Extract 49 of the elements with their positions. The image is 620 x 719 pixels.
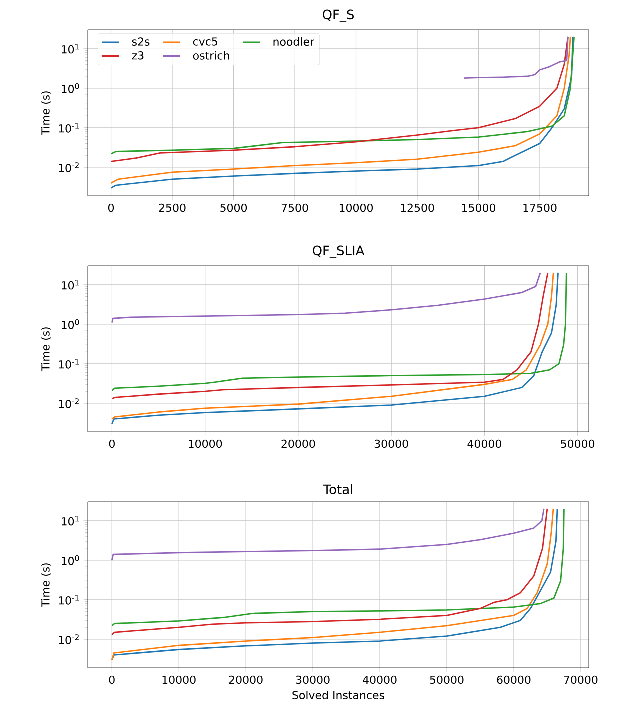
y-axis-title: Time (s) bbox=[41, 328, 52, 372]
x-tick-label: 50000 bbox=[561, 440, 595, 448]
y-axis-title: Time (s) bbox=[41, 92, 52, 136]
y-tick-label: 10$^{-2}$ bbox=[59, 398, 79, 408]
x-tick-label: 60000 bbox=[497, 676, 531, 684]
y-tick-label: 10$^{0}$ bbox=[62, 555, 80, 566]
x-tick-label: 10000 bbox=[162, 676, 196, 684]
y-tick-label: 10$^{1}$ bbox=[62, 44, 79, 54]
x-tick-label: 7500 bbox=[282, 204, 308, 212]
y-tick-label: 10$^{-2}$ bbox=[59, 162, 79, 172]
x-tick-label: 10000 bbox=[340, 204, 374, 212]
chart-title: QF_S bbox=[323, 10, 354, 22]
x-tick-label: 5000 bbox=[220, 204, 248, 212]
y-tick-label: 10$^{-1}$ bbox=[59, 359, 79, 369]
y-axis-title: Time (s) bbox=[41, 564, 52, 608]
x-tick-label: 2500 bbox=[159, 204, 186, 212]
x-tick-label: 12500 bbox=[401, 204, 434, 212]
y-tick-label: 10$^{-1}$ bbox=[59, 123, 79, 133]
y-tick-label: 10$^{1}$ bbox=[62, 280, 79, 290]
y-tick-label: 10$^{-2}$ bbox=[59, 634, 79, 644]
x-tick-label: 17500 bbox=[524, 204, 557, 212]
x-tick-label: 0 bbox=[108, 204, 114, 212]
legend-label: s2s bbox=[132, 38, 150, 46]
x-tick-label: 0 bbox=[109, 676, 115, 684]
x-tick-label: 20000 bbox=[282, 440, 316, 448]
x-tick-label: 0 bbox=[109, 440, 115, 448]
y-tick-label: 10$^{-1}$ bbox=[59, 595, 79, 605]
legend-label: cvc5 bbox=[193, 38, 218, 46]
line-series bbox=[111, 508, 545, 562]
chart-title: QF_SLIA bbox=[313, 246, 365, 258]
legend-label: noodler bbox=[274, 38, 315, 46]
x-axis-title: Solved Instances bbox=[292, 690, 384, 700]
y-tick-label: 10$^{1}$ bbox=[62, 516, 79, 526]
line-series bbox=[463, 36, 569, 80]
x-tick-label: 30000 bbox=[296, 676, 330, 684]
x-tick-label: 10000 bbox=[189, 440, 222, 448]
y-tick-label: 10$^{0}$ bbox=[62, 83, 80, 94]
chart-title: Total bbox=[323, 484, 352, 494]
x-tick-label: 40000 bbox=[363, 676, 397, 684]
y-tick-label: 10$^{0}$ bbox=[62, 319, 80, 330]
legend-label: z3 bbox=[132, 51, 144, 60]
x-tick-label: 40000 bbox=[468, 440, 502, 448]
x-tick-label: 50000 bbox=[430, 676, 464, 684]
x-tick-label: 70000 bbox=[564, 676, 598, 684]
x-tick-label: 30000 bbox=[374, 440, 408, 448]
x-tick-label: 20000 bbox=[229, 676, 263, 684]
x-tick-label: 15000 bbox=[462, 204, 496, 212]
line-series bbox=[112, 272, 542, 324]
legend-label: ostrich bbox=[193, 51, 230, 60]
